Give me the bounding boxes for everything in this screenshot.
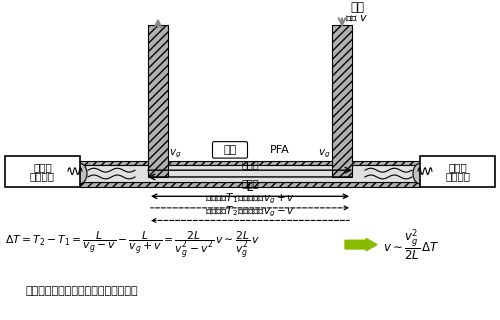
- Text: $v \sim \dfrac{v_g^2}{2L}\,\Delta T$: $v \sim \dfrac{v_g^2}{2L}\,\Delta T$: [383, 227, 440, 262]
- Text: 流速 $v$: 流速 $v$: [345, 13, 368, 23]
- Text: 伝搬時間$T_1$，伝搬速度$v_g + v$: 伝搬時間$T_1$，伝搬速度$v_g + v$: [205, 192, 295, 206]
- Text: $v_g$: $v_g$: [318, 147, 330, 160]
- Bar: [80, 182, 420, 187]
- Text: 送受信子: 送受信子: [30, 171, 55, 181]
- FancyBboxPatch shape: [212, 142, 248, 158]
- Text: 超音波: 超音波: [241, 159, 259, 169]
- Bar: [148, 25, 168, 177]
- Text: $v_g$: $v_g$: [169, 147, 181, 160]
- Text: 流路: 流路: [224, 145, 236, 155]
- Bar: [80, 165, 420, 182]
- Text: 伝搬時間$T_2$，伝搬速度$v_g - v$: 伝搬時間$T_2$，伝搬速度$v_g - v$: [205, 204, 295, 219]
- Text: $\Delta T = T_2 - T_1 = \dfrac{L}{v_g - v} - \dfrac{L}{v_g + v} = \dfrac{2L}{v_g: $\Delta T = T_2 - T_1 = \dfrac{L}{v_g - …: [5, 229, 260, 260]
- Bar: [5, 156, 80, 187]
- Text: 送受信子: 送受信子: [445, 171, 470, 181]
- Ellipse shape: [73, 164, 87, 184]
- FancyArrow shape: [345, 238, 377, 251]
- Bar: [80, 161, 420, 165]
- Text: 伝搬時間の差から流速が求められる。: 伝搬時間の差から流速が求められる。: [25, 286, 138, 296]
- Text: $L$: $L$: [246, 181, 254, 194]
- Bar: [420, 156, 495, 187]
- Text: 超音波: 超音波: [33, 162, 52, 172]
- Ellipse shape: [413, 164, 427, 184]
- Text: 超音波: 超音波: [241, 178, 259, 188]
- Text: 液体: 液体: [350, 1, 364, 13]
- Text: PFA: PFA: [270, 145, 290, 155]
- Bar: [332, 25, 352, 177]
- Text: 超音波: 超音波: [448, 162, 467, 172]
